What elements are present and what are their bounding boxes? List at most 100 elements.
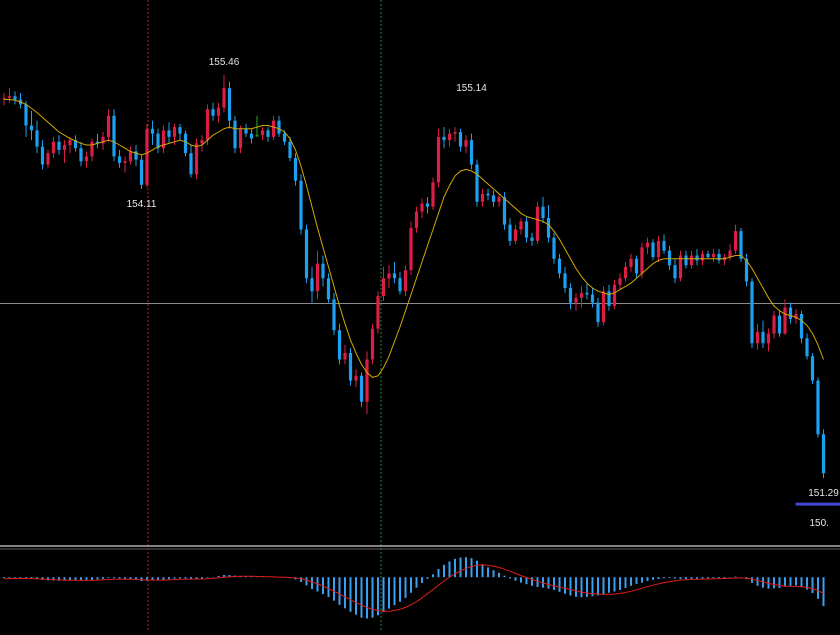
- candle[interactable]: [788, 302, 793, 324]
- candle[interactable]: [238, 125, 243, 154]
- candle[interactable]: [84, 151, 89, 168]
- candle[interactable]: [51, 136, 56, 158]
- candle[interactable]: [321, 255, 325, 287]
- candle[interactable]: [508, 218, 512, 246]
- candle[interactable]: [695, 249, 699, 266]
- candle[interactable]: [733, 224, 738, 254]
- candle[interactable]: [766, 328, 771, 352]
- candle[interactable]: [475, 159, 479, 207]
- candle[interactable]: [337, 323, 342, 365]
- candle[interactable]: [139, 154, 144, 189]
- candle[interactable]: [607, 284, 611, 311]
- candle[interactable]: [57, 135, 61, 155]
- candle[interactable]: [260, 127, 265, 141]
- candle[interactable]: [288, 136, 292, 162]
- candle[interactable]: [189, 145, 193, 178]
- candle[interactable]: [541, 197, 545, 223]
- candle[interactable]: [35, 120, 39, 154]
- candle[interactable]: [425, 197, 430, 214]
- candle[interactable]: [29, 110, 34, 141]
- candle[interactable]: [689, 250, 694, 269]
- candle[interactable]: [436, 128, 441, 188]
- candle[interactable]: [706, 250, 710, 259]
- candle[interactable]: [150, 120, 155, 145]
- candle[interactable]: [717, 249, 721, 264]
- candle[interactable]: [673, 258, 677, 284]
- candle[interactable]: [90, 138, 94, 162]
- candle[interactable]: [568, 283, 573, 310]
- candle[interactable]: [310, 266, 314, 303]
- candle[interactable]: [348, 348, 353, 386]
- candle[interactable]: [772, 310, 776, 339]
- candle[interactable]: [634, 255, 639, 279]
- candle[interactable]: [612, 279, 617, 310]
- candle[interactable]: [728, 244, 732, 261]
- candle[interactable]: [414, 206, 419, 233]
- candle[interactable]: [678, 250, 683, 282]
- candle[interactable]: [233, 115, 237, 154]
- candle[interactable]: [244, 123, 248, 137]
- candle[interactable]: [739, 227, 743, 262]
- candle[interactable]: [227, 81, 232, 129]
- candle[interactable]: [651, 239, 655, 261]
- candle[interactable]: [211, 102, 215, 121]
- candle[interactable]: [623, 262, 628, 282]
- candle[interactable]: [326, 273, 331, 303]
- candle[interactable]: [216, 102, 221, 123]
- candle[interactable]: [266, 127, 270, 142]
- candle[interactable]: [167, 122, 171, 144]
- candle[interactable]: [354, 369, 358, 388]
- candle[interactable]: [420, 198, 424, 219]
- candle[interactable]: [744, 253, 749, 287]
- candle[interactable]: [590, 288, 595, 308]
- candle[interactable]: [205, 104, 210, 145]
- candle[interactable]: [783, 299, 787, 336]
- candle[interactable]: [123, 156, 127, 173]
- candle[interactable]: [101, 132, 105, 150]
- candle[interactable]: [640, 242, 644, 279]
- candle[interactable]: [662, 234, 666, 254]
- candle[interactable]: [469, 133, 474, 170]
- candle[interactable]: [656, 236, 661, 262]
- candle[interactable]: [95, 133, 100, 149]
- candle[interactable]: [491, 190, 496, 207]
- candle[interactable]: [315, 250, 320, 300]
- candle[interactable]: [799, 310, 804, 344]
- candle[interactable]: [183, 130, 188, 157]
- candle[interactable]: [750, 278, 754, 349]
- candle[interactable]: [392, 262, 397, 284]
- candle[interactable]: [552, 232, 556, 264]
- candle[interactable]: [145, 123, 149, 188]
- candle[interactable]: [618, 273, 622, 290]
- candle[interactable]: [684, 250, 688, 269]
- candle[interactable]: [810, 353, 815, 384]
- candle[interactable]: [761, 320, 765, 349]
- candle[interactable]: [46, 149, 50, 168]
- candle[interactable]: [816, 377, 820, 438]
- candle[interactable]: [667, 245, 672, 271]
- candle[interactable]: [464, 135, 468, 154]
- candle[interactable]: [805, 333, 809, 360]
- candle[interactable]: [79, 141, 83, 167]
- candle[interactable]: [387, 265, 391, 288]
- candle[interactable]: [293, 153, 298, 186]
- candle[interactable]: [249, 128, 254, 144]
- candle[interactable]: [755, 323, 760, 350]
- candle[interactable]: [777, 310, 782, 337]
- candle[interactable]: [458, 128, 463, 152]
- candle[interactable]: [821, 429, 826, 479]
- candle[interactable]: [62, 140, 67, 163]
- candle[interactable]: [794, 309, 798, 324]
- candle[interactable]: [579, 286, 584, 308]
- candle[interactable]: [7, 88, 12, 103]
- candle[interactable]: [359, 372, 364, 407]
- candle[interactable]: [134, 145, 138, 167]
- candle[interactable]: [68, 136, 72, 154]
- candle[interactable]: [447, 128, 452, 147]
- candle[interactable]: [711, 249, 716, 262]
- candle[interactable]: [645, 237, 650, 254]
- candle[interactable]: [563, 266, 567, 293]
- candle[interactable]: [156, 128, 160, 154]
- candle[interactable]: [106, 109, 111, 142]
- candle[interactable]: [442, 127, 446, 149]
